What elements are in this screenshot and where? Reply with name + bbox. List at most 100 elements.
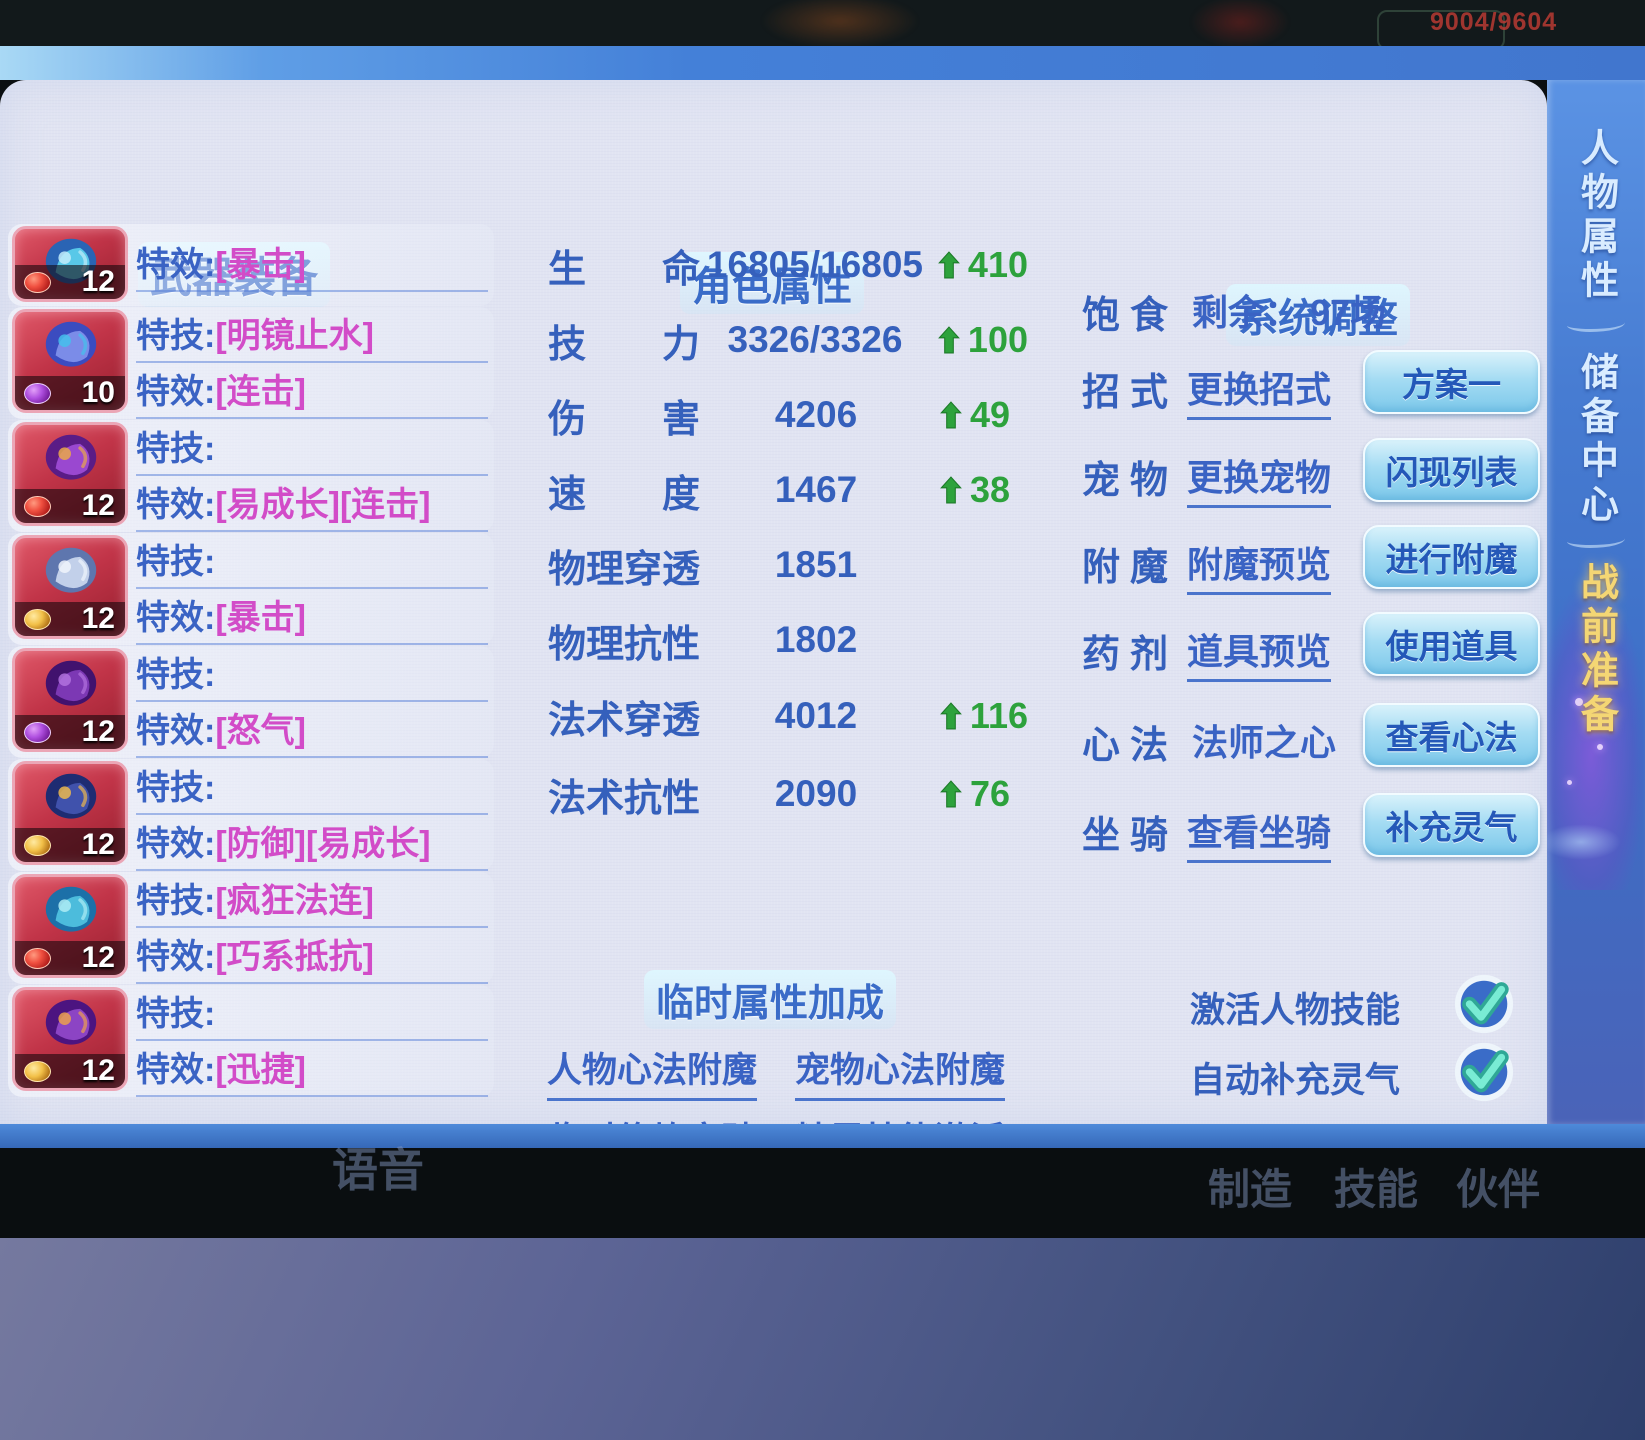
system-button-label: 补充灵气 [1385, 809, 1518, 846]
stat-value: 1467 [774, 469, 858, 510]
right-sidebar: 人物属性 储备中心 战前准备 [1541, 80, 1645, 1124]
photo-watermark-band: OPPO Find X8 Ultra 2025年11月4日 11:43 Stay… [0, 1238, 1645, 1440]
item-icon[interactable]: 10 [12, 309, 128, 413]
up-arrow-icon [940, 401, 962, 429]
checkbox-activate-skills[interactable] [1452, 972, 1516, 1036]
stat-delta: 116 [940, 695, 1028, 737]
item-icon[interactable]: 12 [12, 761, 128, 865]
item-art [45, 886, 97, 932]
item-line-label: 特技: [136, 882, 216, 920]
item-level: 12 [81, 828, 115, 861]
system-button-label: 查看心法 [1385, 719, 1518, 756]
equipment-item[interactable]: 12 特技: [疯狂法连] 特效: [巧系抵抗] [8, 872, 494, 984]
item-lines: 特技: 特效: [迅捷] [136, 985, 488, 1097]
stat-value: 3326/3326 [727, 319, 903, 360]
cloud-decoration [1541, 824, 1621, 860]
item-level: 10 [81, 376, 115, 409]
item-line-value: [防御][易成长] [215, 825, 431, 863]
pre-battle-panel: 武器装备 12特效:[暴击]10特技:[明镜止水]特效:[连击]12特技:特效:… [0, 80, 1547, 1200]
item-line: 特技: [136, 759, 488, 815]
sparkle [1567, 780, 1572, 785]
item-line: 特技: [明镜止水] [136, 307, 488, 363]
stat-row: 物理抗性 1802 [548, 618, 1028, 666]
item-icon[interactable]: 12 [12, 987, 128, 1091]
item-line-label: 特效: [136, 373, 216, 411]
system-row-label: 坐骑 [1082, 815, 1179, 857]
item-icon[interactable]: 12 [12, 226, 128, 302]
bottom-tab-partners[interactable]: 伙伴 [1456, 1166, 1541, 1213]
system-row-label: 宠物 [1082, 460, 1179, 502]
system-link[interactable]: 查看坐骑 [1187, 804, 1332, 863]
item-line: 特效: [连击] [136, 363, 488, 419]
item-icon[interactable]: 12 [12, 874, 128, 978]
item-line: 特效: [防御][易成长] [136, 815, 488, 871]
item-icon[interactable]: 12 [12, 422, 128, 526]
equipment-item[interactable]: 12 特技: 特效: [暴击] [8, 533, 494, 645]
checkbox-auto-refill[interactable] [1452, 1040, 1516, 1104]
item-art [45, 660, 97, 706]
stat-row: 伤 害 4206 49 [548, 393, 1028, 441]
equipment-item[interactable]: 12 特技: 特效: [防御][易成长] [8, 759, 494, 871]
system-link[interactable]: 道具预览 [1187, 623, 1332, 682]
item-level-strip: 12 [15, 489, 125, 523]
system-button[interactable]: 查看心法 [1363, 703, 1540, 767]
bottom-tab-skills[interactable]: 技能 [1334, 1166, 1419, 1213]
item-level: 12 [81, 1054, 115, 1087]
system-button[interactable]: 进行附魔 [1363, 525, 1540, 589]
sidebar-tab-reserve-center[interactable]: 储备中心 [1547, 352, 1645, 538]
bottom-tab-manufacture[interactable]: 制造 [1208, 1166, 1293, 1213]
system-button[interactable]: 方案一 [1363, 350, 1540, 414]
gem-icon [24, 947, 51, 969]
equipment-item[interactable]: 12 特效: [暴击] [8, 224, 494, 306]
item-line-label: 特效: [136, 825, 216, 863]
sidebar-tab-battle-preparation[interactable]: 战前准备 [1547, 562, 1645, 772]
item-lines: 特技: [明镜止水] 特效: [连击] [136, 307, 488, 419]
item-lines: 特技: 特效: [怒气] [136, 646, 488, 758]
item-level: 12 [81, 602, 115, 635]
stat-value: 4012 [774, 695, 858, 736]
system-button[interactable]: 补充灵气 [1363, 793, 1540, 857]
item-line: 特效: [暴击] [136, 589, 488, 645]
check-icon [1454, 974, 1514, 1034]
background-top-strip: 9004/9604 [0, 0, 1645, 50]
stat-delta: 49 [940, 394, 1010, 436]
equipment-item[interactable]: 10 特技: [明镜止水] 特效: [连击] [8, 307, 494, 419]
system-button[interactable]: 闪现列表 [1363, 438, 1540, 502]
system-button[interactable]: 使用道具 [1363, 612, 1540, 676]
item-line-label: 特技: [136, 769, 216, 807]
system-link[interactable]: 更换宠物 [1187, 449, 1332, 508]
equipment-item[interactable]: 12 特技: 特效: [怒气] [8, 646, 494, 758]
item-lines: 特技: 特效: [易成长][连击] [136, 420, 488, 532]
item-line: 特效: [巧系抵抗] [136, 928, 488, 984]
item-line: 特技: [136, 420, 488, 476]
temp-bonus-link-pet-enchant[interactable]: 宠物心法附魔 [795, 1042, 1006, 1101]
system-link[interactable]: 更换招式 [1187, 361, 1332, 420]
item-line-value: [暴击] [215, 599, 306, 637]
voice-button[interactable]: 语音 [332, 1144, 424, 1196]
item-level: 12 [81, 941, 115, 974]
item-icon[interactable]: 12 [12, 648, 128, 752]
system-link[interactable]: 附魔预览 [1187, 536, 1332, 595]
stat-value: 1802 [774, 619, 858, 660]
equipment-item[interactable]: 12 特技: 特效: [易成长][连击] [8, 420, 494, 532]
item-line: 特效: [迅捷] [136, 1041, 488, 1097]
item-art [45, 547, 97, 593]
sidebar-tab-label: 战前准备 [1574, 562, 1617, 738]
screen-top-bar [0, 46, 1645, 80]
item-line-label: 特效: [136, 486, 216, 524]
item-icon[interactable]: 12 [12, 535, 128, 639]
temp-bonus-link-character-enchant[interactable]: 人物心法附魔 [547, 1042, 758, 1101]
sidebar-tab-character-attributes[interactable]: 人物属性 [1547, 128, 1645, 314]
stat-delta: 76 [940, 773, 1010, 815]
item-line-label: 特技: [136, 430, 216, 468]
stat-value: 2090 [774, 773, 858, 814]
system-panel-title: 系统调整 [1226, 284, 1410, 346]
up-arrow-icon [940, 702, 962, 730]
item-line: 特效: [易成长][连击] [136, 476, 488, 532]
item-level-strip: 12 [15, 941, 125, 975]
item-art [45, 321, 97, 367]
equipment-item[interactable]: 12 特技: 特效: [迅捷] [8, 985, 494, 1097]
gem-icon [24, 1060, 51, 1082]
system-button-label: 进行附魔 [1385, 541, 1518, 578]
